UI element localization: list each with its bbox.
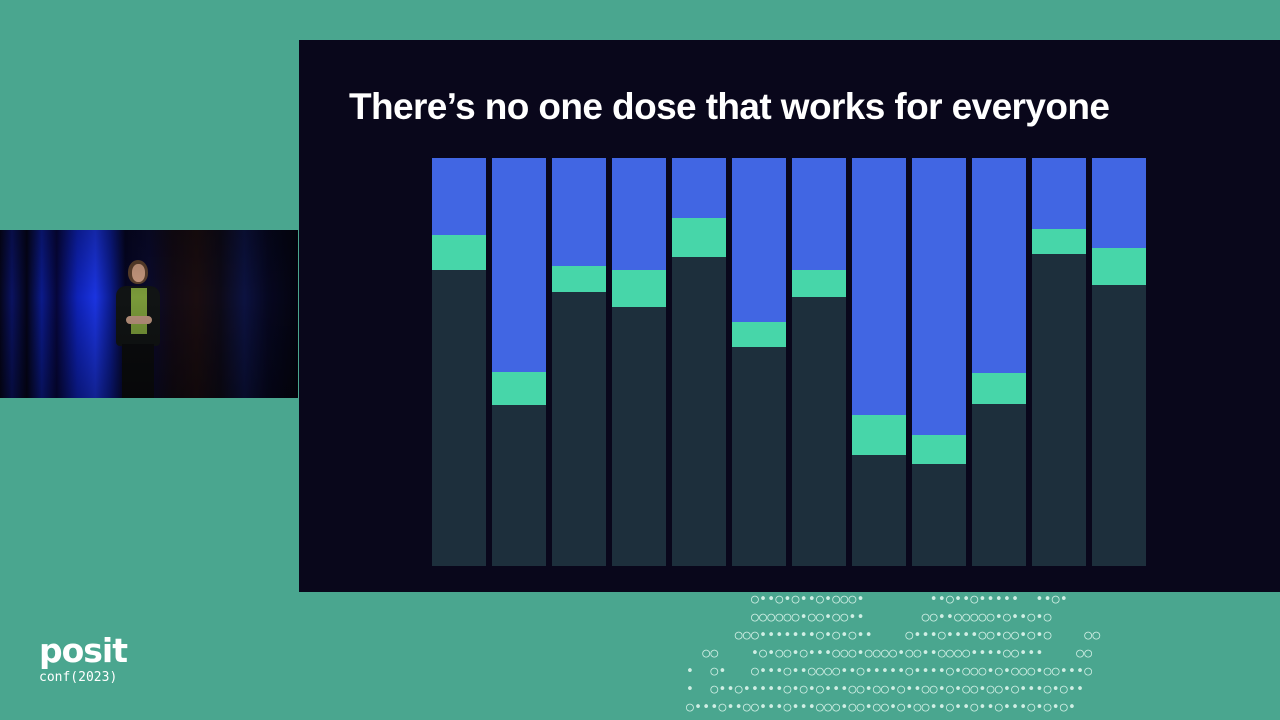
slide-title: There’s no one dose that works for every… <box>349 86 1110 127</box>
speaker-video <box>0 230 298 398</box>
logo-wordmark: posit <box>39 631 128 670</box>
bar-segment-too-high <box>672 158 726 218</box>
bar-segment-effective <box>432 235 486 271</box>
bar-3 <box>552 158 606 566</box>
bar-10 <box>972 158 1026 566</box>
bar-segment-effective <box>672 218 726 258</box>
bar-segment-too-low <box>432 270 486 566</box>
bar-segment-too-low <box>852 455 906 566</box>
bar-segment-effective <box>792 270 846 298</box>
decorative-dot-pattern: ○••○•○••○•○○○• ••○••○••••• ••○• ○○○○○○•○… <box>686 593 1280 720</box>
bar-segment-too-low <box>1032 253 1086 566</box>
bar-segment-effective <box>732 322 786 347</box>
bar-segment-effective <box>1032 229 1086 254</box>
dot-row: ○•••○••○○•••○•••○○○•○○•○○•○•○○••○••○••○•… <box>686 700 1077 715</box>
bar-segment-too-high <box>1092 158 1146 248</box>
dot-row: ○••○•○••○•○○○• ••○••○••••• ••○• <box>686 592 1068 607</box>
bar-segment-too-high <box>552 158 606 266</box>
bar-segment-too-low <box>672 257 726 566</box>
bar-segment-too-high <box>732 158 786 323</box>
bar-segment-too-low <box>552 291 606 566</box>
dot-row: • ○• ○•••○••○○○○••○•••••○••••○•○○○•○•○○○… <box>686 664 1093 679</box>
bar-2 <box>492 158 546 566</box>
posit-conf-logo: posit conf(2023) <box>39 631 128 686</box>
bar-segment-too-low <box>732 346 786 566</box>
bar-4 <box>612 158 666 566</box>
logo-subtitle: conf(2023) <box>39 670 118 685</box>
bar-segment-too-high <box>492 158 546 372</box>
bar-segment-too-high <box>612 158 666 270</box>
bar-segment-too-high <box>972 158 1026 374</box>
bar-segment-too-low <box>792 297 846 566</box>
bar-segment-too-low <box>612 306 666 566</box>
bar-9 <box>912 158 966 566</box>
stacked-bar-chart <box>432 158 1147 566</box>
bar-11 <box>1032 158 1086 566</box>
bar-segment-effective <box>552 265 606 292</box>
bar-12 <box>1092 158 1146 566</box>
bar-8 <box>852 158 906 566</box>
bar-segment-too-low <box>492 404 546 566</box>
bar-segment-effective <box>972 373 1026 405</box>
bar-segment-effective <box>852 415 906 456</box>
slide: There’s no one dose that works for every… <box>299 40 1280 592</box>
dot-row: • ○••○•••••○•○•○•••○○•○○•○••○○•○•○○•○○•○… <box>686 682 1085 697</box>
bar-segment-too-high <box>432 158 486 236</box>
bar-segment-too-high <box>792 158 846 271</box>
dot-row: ○○○•••••••○•○•○•• ○•••○••••○○•○○•○•○ ○○ <box>686 628 1101 643</box>
bar-segment-too-high <box>852 158 906 416</box>
dot-row: ○○○○○○•○○•○○•• ○○••○○○○○•○••○•○ <box>686 610 1052 625</box>
bar-segment-too-low <box>972 404 1026 566</box>
bar-segment-too-low <box>912 464 966 566</box>
bar-6 <box>732 158 786 566</box>
dot-row: ○○ •○•○○•○•••○○○•○○○○•○○••○○○○••••○○••• … <box>686 646 1093 661</box>
bar-5 <box>672 158 726 566</box>
bar-segment-effective <box>492 371 546 405</box>
bar-segment-too-high <box>1032 158 1086 230</box>
bar-segment-effective <box>912 435 966 464</box>
bar-segment-too-low <box>1092 284 1146 566</box>
bar-segment-effective <box>612 269 666 307</box>
bar-segment-effective <box>1092 247 1146 285</box>
speaker-figure <box>108 252 172 398</box>
bar-segment-too-high <box>912 158 966 436</box>
bar-1 <box>432 158 486 566</box>
bar-7 <box>792 158 846 566</box>
